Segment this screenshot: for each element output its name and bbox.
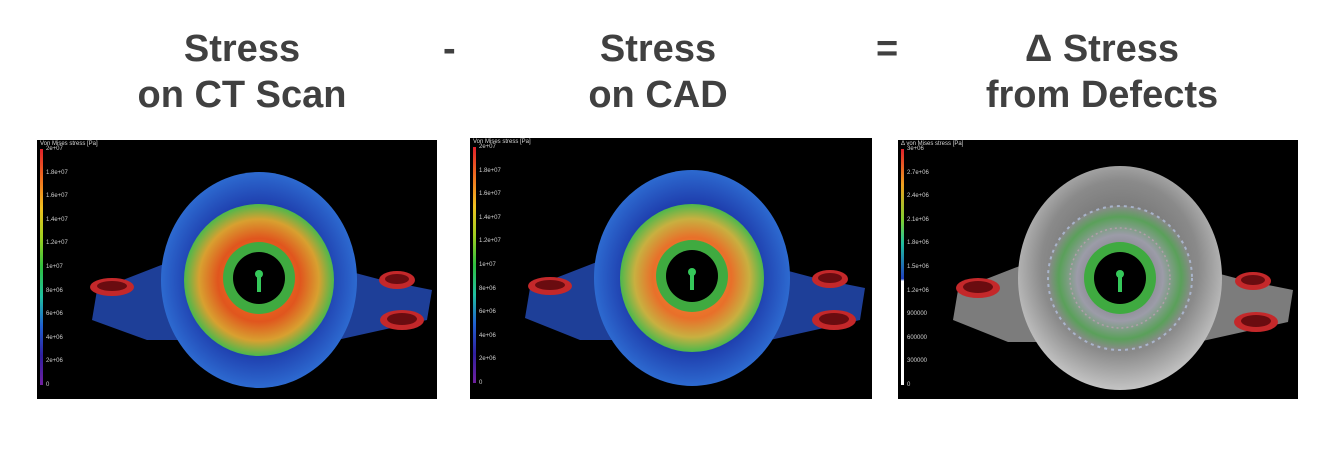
colorbar-tick-label: 8e+06 bbox=[46, 287, 63, 294]
colorbar-gradient bbox=[901, 149, 904, 385]
colorbar-title: Von Mises stress [Pa] bbox=[40, 141, 98, 147]
ct-scan-stress-panel: Von Mises stress [Pa] 2e+07 1.8e+07 1.6e+0… bbox=[37, 140, 437, 399]
heading-delta-line1: Δ Stress bbox=[1024, 28, 1180, 70]
colorbar-tick-label: 1.4e+07 bbox=[46, 216, 68, 223]
colorbar-tick-label: 1.8e+07 bbox=[46, 169, 68, 176]
colorbar-tick-label: 1.8e+06 bbox=[907, 240, 929, 247]
equals-operator: = bbox=[876, 28, 899, 70]
colorbar-tick-label: 2e+07 bbox=[479, 144, 496, 150]
cad-render bbox=[525, 170, 865, 386]
heading-cad-line2: on CAD bbox=[588, 74, 728, 116]
colorbar-tick-label: 1.6e+07 bbox=[479, 191, 501, 198]
colorbar-title: Von Mises stress [Pa] bbox=[473, 139, 531, 145]
heading-cad-line1: Stress bbox=[599, 28, 717, 70]
colorbar-tick-label: 4e+06 bbox=[479, 332, 496, 339]
colorbar-tick-label: 1.6e+07 bbox=[46, 193, 68, 200]
colorbar-tick-label: 6e+06 bbox=[479, 309, 496, 316]
delta-stress-panel: Δ von Mises stress [Pa] 3e+06 2.7e+06 2.4e… bbox=[898, 140, 1298, 399]
heading-ct-line2: on CT Scan bbox=[137, 74, 347, 116]
colorbar-tick-label: 6e+06 bbox=[46, 311, 63, 318]
delta-render bbox=[953, 166, 1293, 390]
colorbar-tick-label: 0 bbox=[479, 380, 483, 386]
colorbar-tick-label: 2.7e+06 bbox=[907, 169, 929, 176]
colorbar-tick-label: 1.2e+07 bbox=[479, 238, 501, 245]
colorbar-tick-label: 1.2e+07 bbox=[46, 240, 68, 247]
heading-delta: Δ Stress from Defects bbox=[978, 26, 1226, 118]
cad-stress-panel: Von Mises stress [Pa] 2e+07 1.8e+07 1.6e+0… bbox=[470, 138, 872, 399]
colorbar-gradient bbox=[473, 147, 476, 383]
heading-delta-line2: from Defects bbox=[985, 74, 1219, 116]
minus-operator: - bbox=[443, 28, 456, 70]
colorbar-tick-label: 1.5e+06 bbox=[907, 264, 929, 270]
colorbar-tick-label: 600000 bbox=[907, 334, 928, 341]
colorbar-tick-label: 1.2e+06 bbox=[907, 287, 929, 294]
colorbar-tick-label: 0 bbox=[46, 382, 50, 388]
colorbar-tick-label: 3e+06 bbox=[907, 146, 924, 152]
heading-ct-line1: Stress bbox=[183, 28, 301, 70]
colorbar-tick-label: 4e+06 bbox=[46, 334, 63, 341]
colorbar-tick-label: 2e+07 bbox=[46, 146, 63, 152]
colorbar-tick-label: 2e+06 bbox=[479, 356, 496, 363]
colorbar-tick-label: 8e+06 bbox=[479, 285, 496, 292]
heading-ct-scan: Stress on CT Scan bbox=[136, 26, 348, 118]
colorbar-tick-label: 900000 bbox=[907, 311, 928, 318]
colorbar-gradient bbox=[40, 149, 43, 385]
heading-cad: Stress on CAD bbox=[568, 26, 748, 118]
ct-scan-render bbox=[90, 172, 432, 388]
colorbar-tick-label: 1e+07 bbox=[46, 264, 63, 270]
colorbar-tick-label: 1.4e+07 bbox=[479, 214, 501, 221]
colorbar-tick-label: 2.4e+06 bbox=[907, 193, 929, 200]
colorbar-tick-label: 300000 bbox=[907, 358, 928, 365]
colorbar-tick-label: 0 bbox=[907, 382, 911, 388]
colorbar-tick-label: 2e+06 bbox=[46, 358, 63, 365]
colorbar-tick-label: 1.8e+07 bbox=[479, 167, 501, 174]
colorbar-title: Δ von Mises stress [Pa] bbox=[901, 141, 964, 147]
colorbar-tick-label: 2.1e+06 bbox=[907, 216, 929, 223]
colorbar-tick-label: 1e+07 bbox=[479, 262, 496, 268]
